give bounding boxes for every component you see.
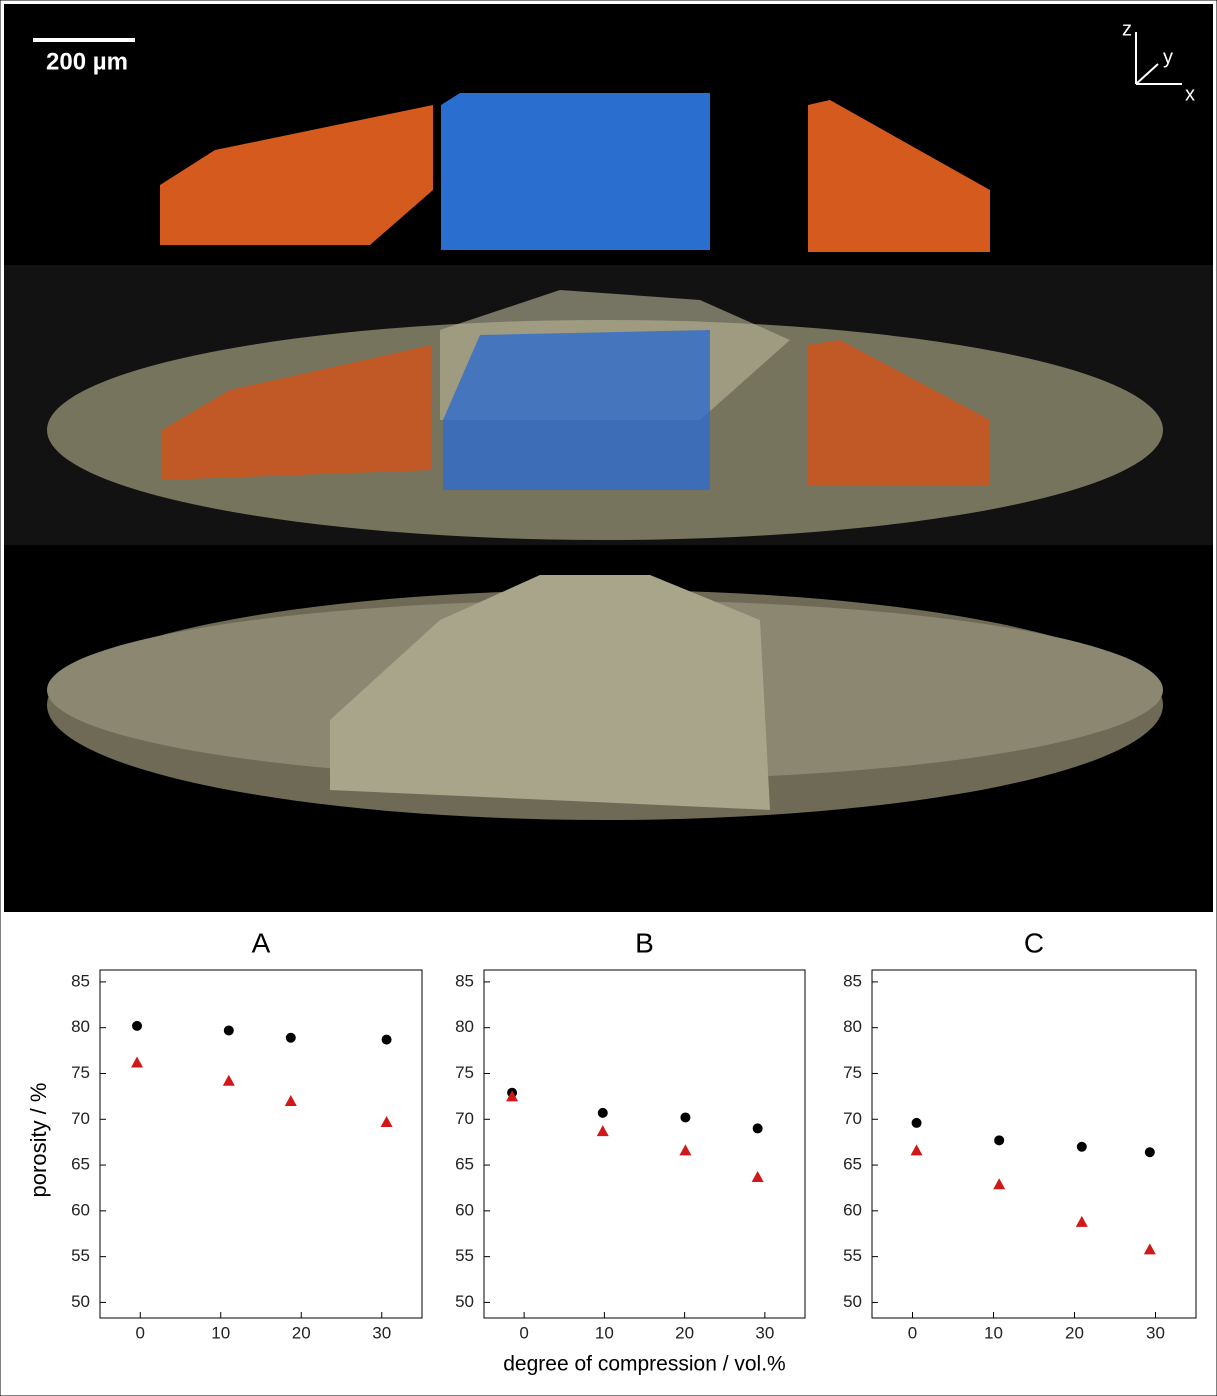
y-tick-label: 75 [843, 1063, 862, 1082]
y-tick-label: 80 [843, 1017, 862, 1036]
y-tick-label: 75 [71, 1063, 90, 1082]
x-tick-label: 10 [984, 1323, 1003, 1342]
y-tick-label: 50 [71, 1292, 90, 1311]
y-tick-label: 65 [455, 1155, 474, 1174]
circle-point [382, 1035, 392, 1045]
x-tick-label: 0 [908, 1323, 917, 1342]
panel-title: C [1024, 927, 1044, 958]
x-tick-label: 0 [136, 1323, 145, 1342]
axis-y: y [1163, 46, 1173, 68]
circle-point [286, 1033, 296, 1043]
y-tick-label: 65 [843, 1155, 862, 1174]
y-tick-label: 75 [455, 1063, 474, 1082]
y-tick-label: 85 [455, 971, 474, 990]
circle-point [224, 1025, 234, 1035]
x-tick-label: 30 [755, 1323, 774, 1342]
circle-point [598, 1108, 608, 1118]
y-tick-label: 55 [455, 1246, 474, 1265]
y-tick-label: 50 [843, 1292, 862, 1311]
x-tick-label: 10 [595, 1323, 614, 1342]
y-tick-label: 60 [455, 1200, 474, 1219]
rendering: 200 µm z y x [4, 4, 1213, 912]
y-tick-label: 55 [71, 1246, 90, 1265]
y-tick-label: 65 [71, 1155, 90, 1174]
circle-point [994, 1135, 1004, 1145]
y-tick-label: 80 [455, 1017, 474, 1036]
circle-point [912, 1118, 922, 1128]
y-tick-label: 70 [455, 1109, 474, 1128]
y-tick-label: 70 [71, 1109, 90, 1128]
x-tick-label: 30 [1146, 1323, 1165, 1342]
panel-title: A [252, 927, 271, 958]
blue-block [441, 93, 710, 250]
x-tick-label: 30 [372, 1323, 391, 1342]
y-tick-label: 70 [843, 1109, 862, 1128]
circle-point [1077, 1142, 1087, 1152]
y-axis-label: porosity / % [26, 1083, 51, 1198]
y-tick-label: 85 [71, 971, 90, 990]
x-tick-label: 0 [519, 1323, 528, 1342]
x-tick-label: 20 [292, 1323, 311, 1342]
x-tick-label: 20 [675, 1323, 694, 1342]
panel-title: B [635, 927, 654, 958]
blue-block [443, 330, 710, 490]
circle-point [680, 1112, 690, 1122]
scale-bar-label: 200 µm [46, 48, 128, 75]
y-tick-label: 60 [71, 1200, 90, 1219]
y-tick-label: 80 [71, 1017, 90, 1036]
x-tick-label: 10 [211, 1323, 230, 1342]
circle-point [132, 1021, 142, 1031]
circle-point [753, 1123, 763, 1133]
y-tick-label: 60 [843, 1200, 862, 1219]
x-tick-label: 20 [1065, 1323, 1084, 1342]
axis-x: x [1185, 83, 1195, 105]
y-tick-label: 85 [843, 971, 862, 990]
circle-point [1145, 1147, 1155, 1157]
y-tick-label: 50 [455, 1292, 474, 1311]
axis-z: z [1122, 18, 1132, 40]
y-tick-label: 55 [843, 1246, 862, 1265]
figure: 200 µm z y x A 50 55 60 65 70 75 80 85 0 10 20 30 por… [0, 0, 1217, 1396]
x-axis-label: degree of compression / vol.% [503, 1353, 785, 1376]
